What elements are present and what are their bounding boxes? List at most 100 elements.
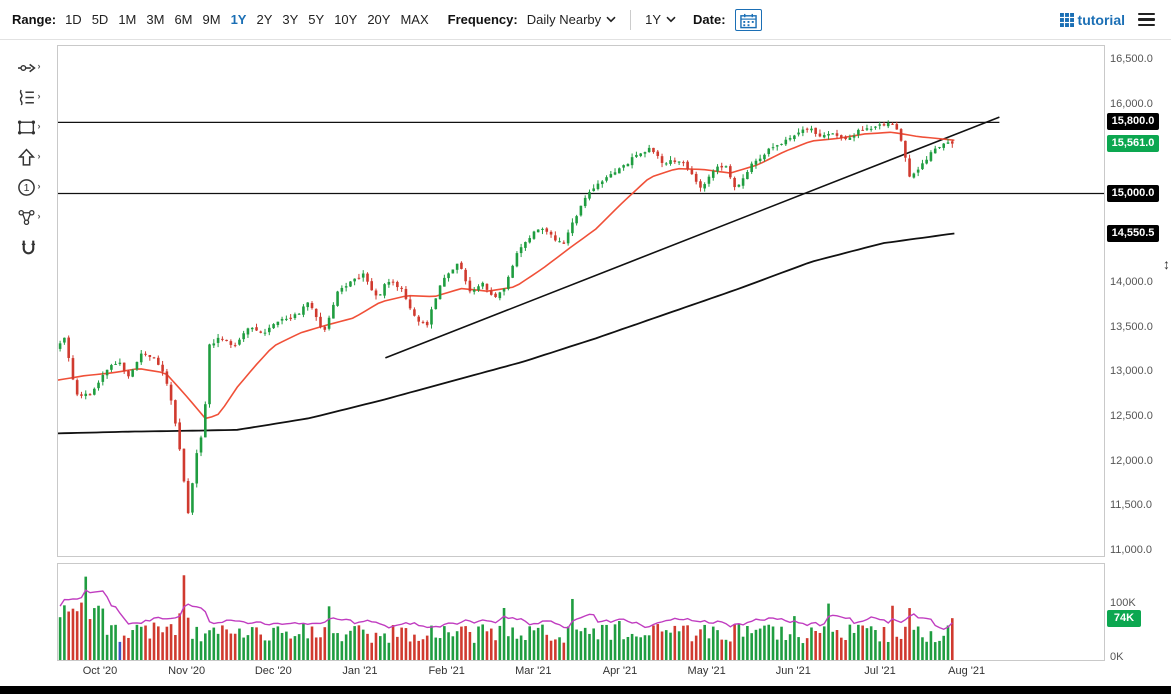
ma-price-badge: 14,550.5 — [1107, 224, 1159, 242]
magnet-tool[interactable] — [19, 238, 38, 260]
x-tick: Jul '21 — [864, 665, 896, 677]
trendline-tool-icon — [17, 63, 36, 73]
grid-logo-icon — [1059, 12, 1074, 27]
resistance-price-badge: 15,800.0 — [1107, 113, 1159, 131]
submenu-chevron-icon[interactable]: › — [37, 181, 41, 191]
volume-tick: 0K — [1110, 651, 1124, 663]
volume-pane[interactable] — [57, 563, 1105, 661]
x-tick: Jun '21 — [775, 665, 811, 677]
slow-moving-average-line — [58, 232, 955, 435]
x-tick: Aug '21 — [948, 665, 986, 677]
badge-pointer — [1102, 138, 1112, 149]
badge-pointer — [1102, 188, 1112, 199]
x-tick: Nov '20 — [168, 665, 206, 677]
number-label-tool[interactable]: 1 › — [17, 178, 41, 200]
badge-pointer — [1102, 228, 1112, 239]
horizontal-support-resistance-lines — [58, 121, 1104, 195]
x-tick: Feb '21 — [428, 665, 465, 677]
y-tick: 11,000.0 — [1110, 543, 1153, 556]
support-price-badge: 15,000.0 — [1107, 184, 1159, 202]
range-option-3m[interactable]: 3M — [146, 12, 165, 27]
range-option-2y[interactable]: 2Y — [256, 12, 273, 27]
y-tick: 13,500.0 — [1110, 320, 1153, 333]
range-option-9m[interactable]: 9M — [202, 12, 221, 27]
drawn-trendline[interactable] — [385, 116, 1000, 359]
y-tick: 11,500.0 — [1110, 499, 1153, 512]
calendar-icon — [739, 13, 757, 28]
badge-pointer — [1102, 116, 1112, 127]
y-tick: 16,500.0 — [1110, 53, 1153, 66]
date-picker-button[interactable] — [734, 8, 762, 31]
range-option-max[interactable]: MAX — [400, 12, 429, 27]
range-option-20y[interactable]: 20Y — [367, 12, 391, 27]
range-option-10y[interactable]: 10Y — [334, 12, 358, 27]
range-option-1m[interactable]: 1M — [118, 12, 137, 27]
x-axis: Oct '20 Nov '20 Dec '20 Jan '21 Feb '21 Mar '… — [57, 661, 1105, 681]
footer-bar — [0, 686, 1171, 694]
x-tick: Dec '20 — [254, 665, 292, 677]
chart-workspace: › › › › 1 › › Oct '20 Nov '20 Dec '20 Jan '21 Feb … — [0, 40, 1171, 686]
pattern-tool-icon — [17, 210, 35, 225]
arrow-tool-icon — [17, 148, 35, 166]
y-tick: 14,000.0 — [1110, 276, 1153, 289]
rectangle-shape-tool[interactable]: › — [17, 118, 41, 140]
frequency-dropdown[interactable]: Daily Nearby — [527, 12, 616, 27]
submenu-chevron-icon[interactable]: › — [37, 91, 41, 101]
volume-canvas[interactable] — [58, 564, 1104, 660]
y-tick: 12,000.0 — [1110, 454, 1153, 467]
price-axis: 16,500.0 16,000.0 14,000.0 13,500.0 13,000.0… — [1105, 40, 1171, 686]
magnet-tool-icon — [21, 240, 36, 255]
y-tick: 13,000.0 — [1110, 365, 1153, 378]
x-tick: Jan '21 — [342, 665, 378, 677]
period-value: 1Y — [645, 12, 662, 27]
range-option-6m[interactable]: 6M — [174, 12, 193, 27]
volume-bars — [58, 575, 954, 660]
price-chart-canvas[interactable] — [58, 46, 1104, 556]
period-dropdown[interactable]: 1Y — [645, 12, 676, 27]
x-tick: Apr '21 — [602, 665, 638, 677]
number-label-tool-icon: 1 — [17, 179, 35, 196]
frequency-label: Frequency: — [447, 12, 518, 27]
range-selector: 1D 5D 1M 3M 6M 9M 1Y 2Y 3Y 5Y 10Y 20Y MAX — [65, 12, 429, 27]
candlestick-series — [58, 120, 954, 515]
submenu-chevron-icon[interactable]: › — [37, 121, 41, 131]
rectangle-shape-tool-icon — [17, 120, 35, 135]
toolbar-divider — [630, 9, 632, 30]
svg-text:1: 1 — [23, 182, 29, 194]
range-option-5y[interactable]: 5Y — [308, 12, 325, 27]
frequency-value: Daily Nearby — [526, 12, 602, 27]
chevron-down-icon — [606, 16, 616, 23]
chart-column: Oct '20 Nov '20 Dec '20 Jan '21 Feb '21 Mar '… — [57, 40, 1105, 686]
range-option-1d[interactable]: 1D — [65, 12, 82, 27]
pane-resize-handle[interactable]: ↕ — [1163, 256, 1170, 272]
submenu-chevron-icon[interactable]: › — [37, 211, 41, 221]
trendline-tool[interactable]: › — [17, 58, 41, 80]
range-option-5d[interactable]: 5D — [91, 12, 109, 27]
range-option-1y[interactable]: 1Y — [230, 12, 247, 27]
date-label: Date: — [693, 12, 726, 27]
range-option-3y[interactable]: 3Y — [282, 12, 299, 27]
range-label: Range: — [12, 12, 57, 27]
drawing-tools-sidebar: › › › › 1 › › — [0, 40, 57, 686]
submenu-chevron-icon[interactable]: › — [37, 151, 41, 161]
x-tick: May '21 — [687, 665, 726, 677]
arrow-tool[interactable]: › — [17, 148, 41, 170]
badge-pointer — [1102, 613, 1112, 624]
pattern-tool[interactable]: › — [17, 208, 41, 230]
last-price-badge: 15,561.0 — [1107, 134, 1159, 152]
fast-moving-average-line — [58, 131, 955, 420]
y-tick: 12,500.0 — [1110, 410, 1153, 423]
annotation-list-tool[interactable]: › — [17, 88, 41, 110]
volume-average-line — [59, 589, 953, 630]
price-chart-pane[interactable] — [57, 45, 1105, 557]
chevron-down-icon — [666, 16, 676, 23]
annotation-list-tool-icon — [19, 89, 34, 106]
y-tick: 16,000.0 — [1110, 97, 1153, 110]
brand-logo[interactable]: tutorial — [1059, 11, 1125, 28]
submenu-chevron-icon[interactable]: › — [37, 61, 41, 71]
brand-name: tutorial — [1077, 11, 1125, 28]
x-tick: Mar '21 — [515, 665, 552, 677]
hamburger-menu-button[interactable] — [1134, 9, 1159, 31]
chart-toolbar: Range: 1D 5D 1M 3M 6M 9M 1Y 2Y 3Y 5Y 10Y 20Y MAX Fre… — [0, 0, 1171, 40]
